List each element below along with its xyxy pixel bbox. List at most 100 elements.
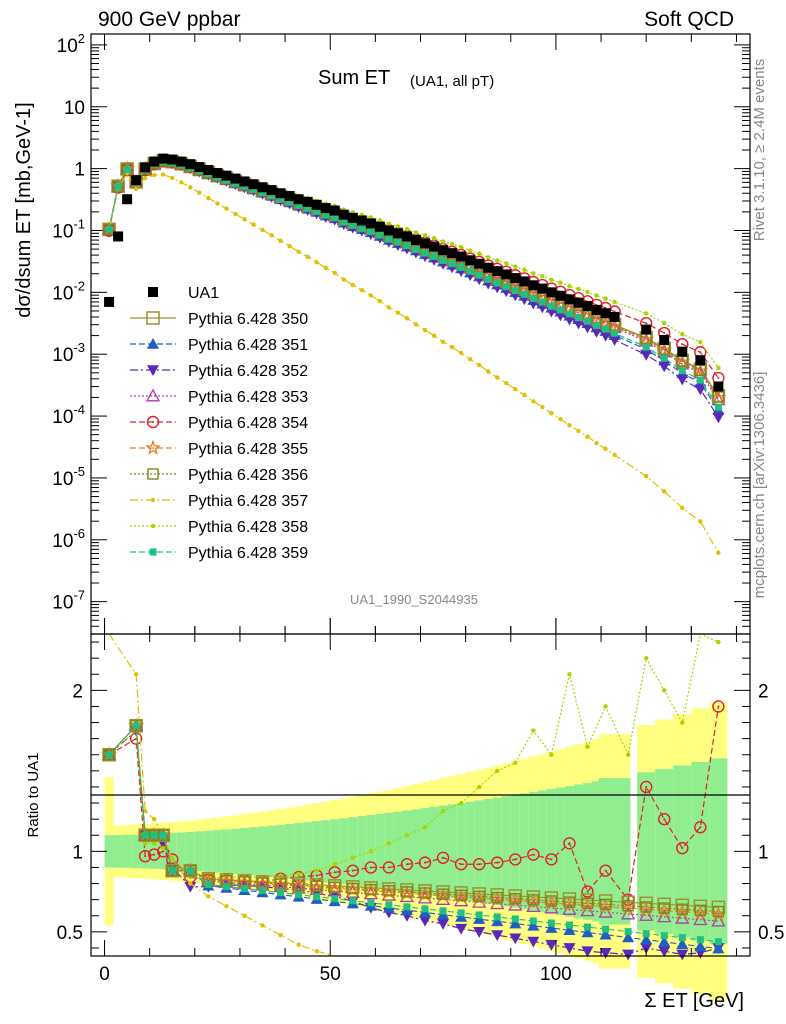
ratio-point	[133, 672, 139, 677]
ratio-point	[658, 812, 671, 826]
ratio-point	[331, 895, 339, 903]
data-point	[295, 201, 303, 209]
ratio-point-dot	[604, 869, 607, 872]
ratio-point	[186, 867, 194, 875]
ratio-point-dot	[424, 861, 427, 864]
ratio-point	[676, 949, 689, 961]
ratio-inner-band	[321, 820, 331, 883]
ratio-point	[625, 752, 631, 757]
ratio-point	[694, 904, 707, 917]
data-point	[449, 344, 455, 350]
ratio-point	[103, 749, 115, 761]
data-point	[302, 196, 313, 207]
ratio-point	[658, 935, 671, 947]
ratio-point	[437, 888, 449, 900]
tick-exponent: 2	[78, 31, 85, 46]
ratio-inner-band	[519, 793, 529, 910]
legend-marker	[146, 311, 160, 325]
data-point	[603, 446, 608, 451]
ratio-point	[385, 901, 393, 909]
ratio-series-356	[103, 720, 725, 918]
tick-exponent: -4	[73, 402, 85, 417]
plot-title: Sum ET	[318, 67, 390, 89]
ratio-point	[639, 780, 653, 794]
data-point	[680, 505, 685, 511]
ratio-point	[712, 942, 725, 954]
ratio-point	[527, 919, 540, 931]
ratio-y-tick-label-right: 2	[758, 681, 769, 702]
ratio-point	[151, 841, 157, 846]
data-point	[538, 298, 546, 306]
data-point	[233, 211, 238, 217]
data-point-dot	[699, 351, 702, 354]
ratio-point	[545, 922, 558, 933]
data-point	[385, 235, 393, 243]
ratio-point-dot	[460, 863, 463, 866]
data-point	[268, 191, 276, 199]
ratio-point	[274, 878, 287, 890]
data-point	[395, 224, 401, 229]
legend-label: UA1	[188, 285, 219, 302]
data-point	[410, 235, 421, 246]
legend-label: Pythia 6.428 352	[188, 363, 308, 380]
watermark: UA1_1990_S2044935	[350, 592, 478, 607]
ratio-y-label: Ratio to UA1	[25, 752, 42, 837]
ratio-inner-band	[113, 835, 123, 868]
ratio-point	[711, 900, 726, 915]
data-point	[206, 195, 211, 201]
ratio-point	[491, 891, 503, 904]
legend-marker	[149, 548, 157, 556]
ratio-point	[599, 864, 612, 877]
data-point	[698, 339, 703, 345]
tick-exponent: -2	[73, 278, 85, 293]
ratio-point	[716, 639, 721, 645]
data-point	[329, 205, 340, 216]
ratio-point	[622, 931, 635, 943]
ratio-inner-band	[258, 826, 268, 877]
data-point	[420, 238, 431, 249]
data-point	[122, 194, 133, 205]
data-point	[585, 434, 590, 439]
data-point	[293, 194, 304, 205]
ratio-point	[599, 898, 612, 911]
data-point	[248, 179, 259, 190]
data-point	[167, 154, 178, 165]
data-point	[608, 335, 621, 346]
legend-label: Pythia 6.428 351	[188, 337, 308, 354]
data-point	[483, 262, 494, 273]
ratio-point	[675, 910, 690, 924]
data-point	[239, 176, 250, 187]
data-point	[221, 170, 232, 181]
data-point	[422, 233, 428, 238]
data-point-dot	[717, 377, 720, 380]
ratio-point	[509, 933, 522, 945]
data-point	[502, 283, 510, 291]
data-point	[131, 175, 142, 186]
data-point	[658, 361, 671, 373]
ratio-point	[292, 879, 305, 891]
data-point	[662, 489, 667, 494]
data-point	[323, 265, 328, 271]
ratio-inner-band	[185, 831, 195, 871]
legend-label: Pythia 6.428 353	[188, 389, 308, 406]
data-point	[350, 282, 355, 288]
ratio-inner-band	[104, 835, 114, 868]
data-point	[140, 162, 151, 173]
data-point	[594, 440, 599, 446]
data-point	[430, 253, 438, 261]
data-point	[449, 241, 455, 247]
ratio-point	[439, 907, 447, 915]
ratio-point	[222, 883, 230, 891]
data-point	[188, 185, 193, 190]
data-point	[640, 349, 653, 361]
ratio-point	[142, 841, 148, 846]
data-point	[602, 325, 610, 333]
ratio-point	[350, 855, 355, 860]
ratio-point	[599, 947, 612, 959]
data-point	[712, 412, 725, 424]
ratio-point	[545, 939, 558, 951]
data-point-dot	[645, 322, 648, 325]
ratio-point-dot	[162, 850, 165, 853]
ratio-point	[693, 899, 708, 914]
data-point	[161, 172, 166, 177]
